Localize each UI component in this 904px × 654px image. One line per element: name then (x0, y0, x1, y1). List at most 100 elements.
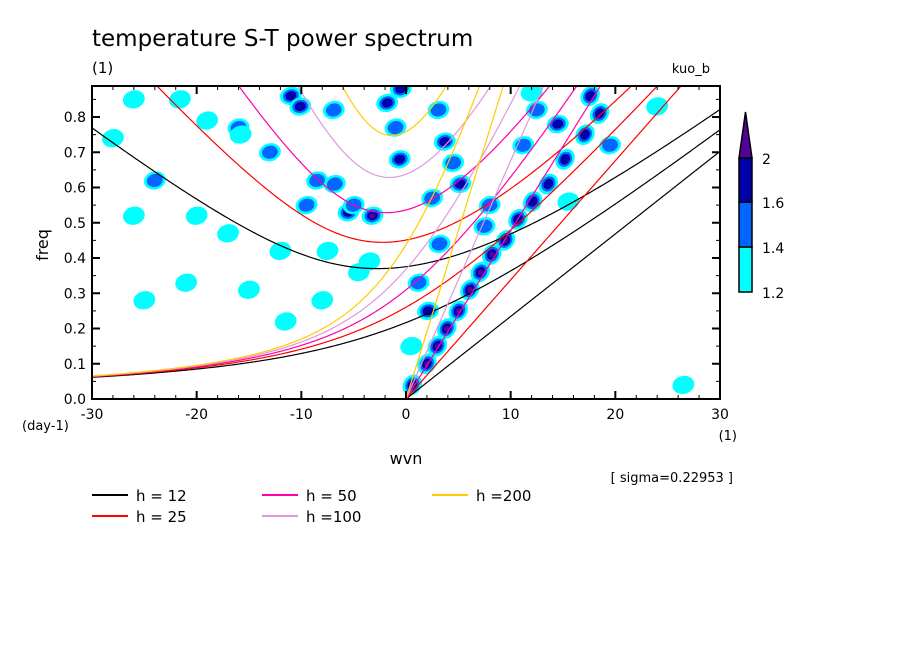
power-contour (262, 145, 278, 159)
power-contour (560, 154, 570, 165)
n1-inertia-gravity-curve (341, 86, 447, 137)
y-axis-label: freq (33, 229, 52, 261)
power-contour (311, 291, 334, 310)
power-contour (394, 154, 406, 164)
mrg-eig-curve (92, 86, 578, 378)
power-contour (439, 137, 451, 147)
power-contour (580, 129, 590, 140)
power-contour (430, 103, 447, 117)
mrg-eig-curve (92, 129, 720, 378)
power-contour (274, 312, 297, 331)
x-tick-label: -10 (290, 407, 313, 423)
x-tick-label: 20 (606, 407, 624, 423)
n1-inertia-gravity-curve (156, 86, 633, 243)
x-tick-label: -20 (185, 407, 208, 423)
y-axis-unit: (day-1) (22, 419, 69, 434)
power-contour (229, 125, 252, 144)
y-tick-label: 0.0 (64, 392, 86, 408)
n1-inertia-gravity-curve (297, 86, 492, 179)
power-contour (434, 343, 441, 349)
sigma-annotation: [ sigma=0.22953 ] (611, 471, 733, 486)
colorbar: 1.2 1.4 1.6 2 (738, 111, 784, 302)
power-contour (298, 198, 315, 212)
power-contour (146, 173, 163, 188)
n1-inertia-gravity-curve (238, 86, 551, 214)
colorbar-label: 1.4 (762, 241, 784, 257)
y-tick-label: 0.8 (64, 110, 86, 126)
axes: -30 -20 -10 0 10 20 30 0.0 0.1 0.2 0.3 0.4 0.5 0.6 0.7… (64, 86, 729, 423)
subtitle-left: (1) (92, 59, 113, 77)
power-contour (269, 241, 292, 261)
power-contour (309, 173, 325, 188)
power-contour (217, 224, 239, 243)
colorbar-segment (738, 246, 753, 293)
power-contour (133, 291, 156, 310)
power-contour (543, 178, 554, 190)
power-contour (431, 237, 448, 251)
power-contour (646, 97, 669, 116)
power-contour (196, 111, 219, 130)
power-contour (369, 213, 376, 219)
legend-label: h =200 (476, 487, 531, 505)
power-contour (185, 206, 208, 225)
colorbar-label: 2 (762, 152, 771, 168)
y-tick-label: 0.2 (64, 322, 86, 338)
power-contour (520, 86, 543, 102)
n1-inertia-gravity-curve (92, 108, 720, 270)
power-contour (387, 120, 404, 135)
power-contour (316, 241, 339, 261)
power-contour (325, 103, 342, 117)
x-tick-label: 10 (502, 407, 520, 423)
legend-label: h = 12 (136, 487, 187, 505)
power-contour (422, 306, 434, 316)
power-contour (602, 138, 619, 152)
y-tick-label: 0.5 (64, 216, 86, 232)
power-contour (238, 280, 260, 299)
x-tick-label: 0 (402, 407, 411, 423)
y-tick-label: 0.4 (64, 251, 86, 267)
x-axis-label: wvn (390, 449, 423, 468)
contour-fill (102, 86, 695, 396)
power-contour (489, 251, 495, 258)
power-contour (557, 192, 580, 211)
power-contour (594, 108, 605, 119)
legend-label: h = 25 (136, 508, 187, 526)
mrg-eig-curve (92, 86, 481, 377)
power-contour (358, 252, 381, 271)
power-contour (381, 98, 393, 108)
power-contour (175, 273, 198, 292)
y-tick-label: 0.1 (64, 357, 86, 373)
power-contour (122, 206, 145, 225)
y-tick-label: 0.3 (64, 286, 86, 302)
legend-label: h = 50 (306, 487, 357, 505)
kelvin-curve (405, 86, 504, 399)
subtitle-right: kuo_b (672, 62, 710, 77)
power-contour (400, 336, 423, 356)
colorbar-segment (738, 201, 753, 248)
power-contour (444, 325, 450, 332)
kelvin-curve (405, 86, 682, 399)
colorbar-segment (738, 157, 753, 203)
power-contour (294, 101, 306, 112)
x-axis-unit: (1) (719, 429, 737, 444)
power-contour (285, 91, 297, 101)
colorbar-label: 1.6 (762, 196, 784, 212)
chart-title: temperature S-T power spectrum (92, 26, 473, 52)
power-contour (477, 269, 483, 275)
legend: h = 12 h = 25 h = 50 h =100 h =200 (92, 487, 531, 526)
kelvin-curve (405, 150, 720, 399)
kelvin-curve (405, 86, 545, 399)
y-tick-label: 0.7 (64, 145, 86, 161)
dispersion-curves (92, 86, 720, 399)
legend-label: h =100 (306, 508, 361, 526)
colorbar-extend-triangle (738, 111, 753, 159)
x-tick-label: 30 (711, 407, 729, 423)
power-contour (102, 129, 124, 148)
colorbar-label: 1.2 (762, 286, 784, 302)
x-tick-label: -30 (81, 407, 104, 423)
power-contour (467, 286, 473, 293)
kelvin-curve (405, 86, 602, 399)
power-contour (410, 276, 427, 290)
y-tick-label: 0.6 (64, 181, 86, 197)
power-contour (552, 119, 564, 129)
